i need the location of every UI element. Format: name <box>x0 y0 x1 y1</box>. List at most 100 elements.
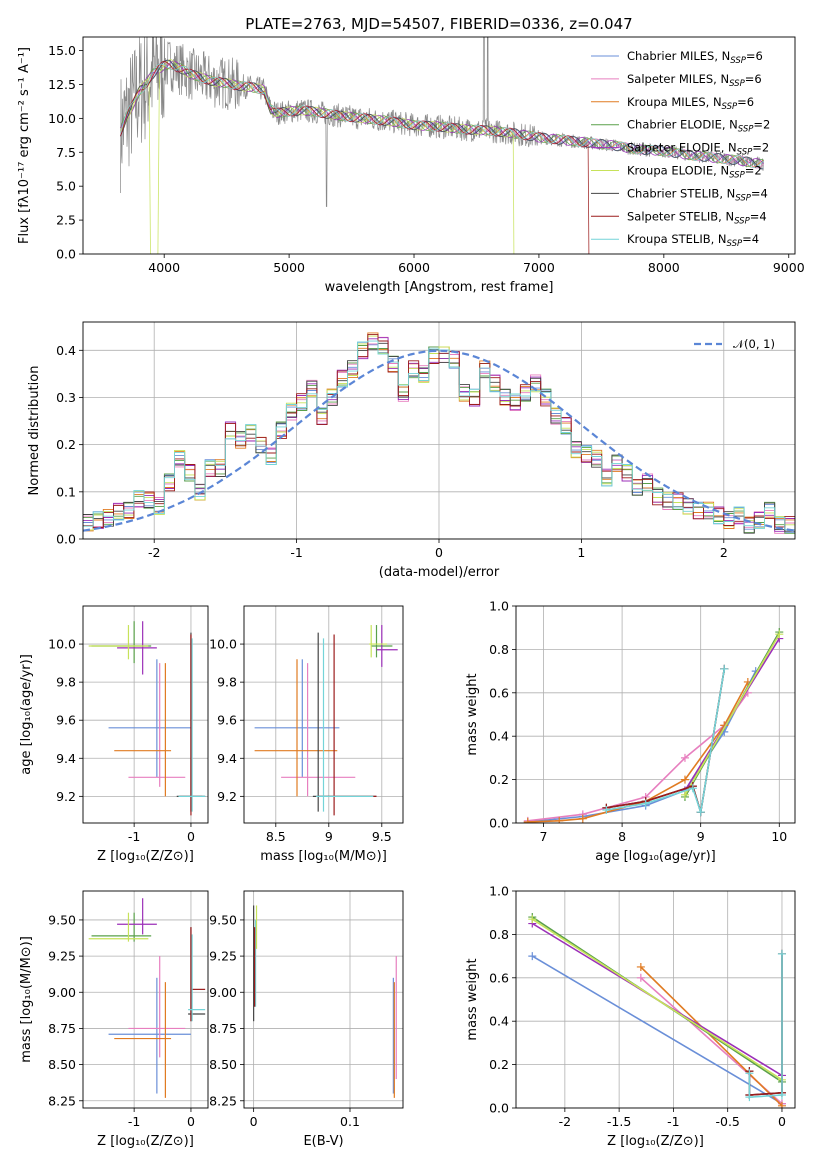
y-tick-label: 9.8 <box>217 675 237 690</box>
legend-text: Salpeter STELIB, N <box>627 209 734 223</box>
x-axis-label: age [log₁₀(age/yr)] <box>595 849 716 864</box>
data-point <box>636 962 645 971</box>
x-tick-label: 0 <box>187 1114 195 1129</box>
mass-weight-line <box>527 681 749 823</box>
panel-5: 7 8 9 10 0.0 0.2 0.4 0.6 0.8 1.0 age [log₁₀(age/yr… <box>465 599 796 864</box>
legend-text: Salpeter MILES, N <box>627 72 729 86</box>
legend-tail: =6 <box>745 72 762 86</box>
data-point <box>528 915 537 924</box>
y-tick-label: 9.00 <box>209 985 237 1000</box>
data-point <box>777 1090 786 1099</box>
x-tick-label: 9 <box>697 829 705 844</box>
y-tick-label: 2.5 <box>56 213 76 228</box>
x-tick-label: 5000 <box>273 260 305 275</box>
y-tick-label: 0.0 <box>56 247 76 262</box>
legend-entry: Kroupa STELIB, NSSP=4 <box>627 232 759 249</box>
model-spectrum-line <box>120 60 590 254</box>
y-tick-label: 9.50 <box>48 912 76 927</box>
mass-weight-line <box>748 953 783 1096</box>
data-point <box>696 808 705 817</box>
x-tick-label: -2 <box>559 1114 571 1129</box>
y-axis-label: age [log₁₀(age/yr)] <box>19 654 34 775</box>
x-tick-label: 0 <box>435 545 443 560</box>
y-tick-label: 9.8 <box>56 675 76 690</box>
model-spectrum-line <box>120 59 515 254</box>
panel-1: 4000 5000 6000 7000 8000 9000 0.0 2.5 5.0 7.5 10.0… <box>17 15 805 295</box>
x-tick-label: -1 <box>290 545 302 560</box>
y-tick-label: 0.4 <box>56 343 76 358</box>
y-tick-label: 0.4 <box>489 1014 509 1029</box>
data-point <box>680 790 689 799</box>
plot-area <box>516 606 795 823</box>
y-tick-label: 0.6 <box>489 685 509 700</box>
y-tick-label: 0.0 <box>489 816 509 831</box>
plot-area <box>244 891 403 1108</box>
legend-entry: Chabrier MILES, NSSP=6 <box>627 49 763 66</box>
model-spectrum-line <box>120 60 764 167</box>
residual-histogram <box>83 340 795 531</box>
legend-tail: =4 <box>751 186 768 200</box>
x-tick-label: 6000 <box>398 260 430 275</box>
panel-4: 8.5 9 9.5 9.2 9.4 9.6 9.8 10.0 mass [log₁₀(M/M⊙)… <box>209 605 404 864</box>
x-tick-label: -1.5 <box>607 1114 631 1129</box>
x-tick-label: 10 <box>771 829 787 844</box>
legend-sub: SSP <box>735 193 751 203</box>
x-tick-label: 2 <box>720 545 728 560</box>
legend-sub: SSP <box>722 102 738 112</box>
legend-text: Chabrier STELIB, N <box>627 186 735 200</box>
mass-weight-line <box>748 953 783 1099</box>
x-tick-label: -1 <box>128 1114 140 1129</box>
x-axis-label: mass [log₁₀(M/M⊙)] <box>260 849 387 864</box>
y-tick-label: 0.6 <box>489 970 509 985</box>
x-axis-label: (data-model)/error <box>379 565 500 580</box>
legend-sub: SSP <box>730 56 746 66</box>
legend-entry: Salpeter ELODIE, NSSP=2 <box>627 141 769 158</box>
legend-text: Kroupa MILES, N <box>627 95 722 109</box>
mass-weight-line <box>531 918 783 1081</box>
x-tick-label: -2 <box>148 545 160 560</box>
x-axis-label: wavelength [Angstrom, rest frame] <box>325 280 554 295</box>
x-tick-label: 8 <box>618 829 626 844</box>
y-tick-label: 9.2 <box>217 789 237 804</box>
x-tick-label: 0.1 <box>340 1114 360 1129</box>
x-tick-label: 7000 <box>523 260 555 275</box>
mass-weight-line <box>640 966 783 1107</box>
x-tick-label: -0.5 <box>715 1114 739 1129</box>
y-tick-label: 7.5 <box>56 145 76 160</box>
y-tick-label: 8.25 <box>209 1093 237 1108</box>
x-tick-label: 4000 <box>148 260 180 275</box>
y-tick-label: 10.0 <box>209 637 237 652</box>
y-tick-label: 15.0 <box>48 43 76 58</box>
y-tick-label: 0.2 <box>489 1057 509 1072</box>
panel-8: -2 -1.5 -1 -0.5 0 0.0 0.2 0.4 0.6 0.8 1.0 Z [log₁₀(… <box>465 884 796 1149</box>
mass-weight-line <box>748 953 783 1096</box>
legend-tail: =4 <box>742 232 759 246</box>
plot-area <box>83 606 208 823</box>
data-point <box>528 952 537 961</box>
model-spectrum-line <box>120 62 764 167</box>
y-tick-label: 9.4 <box>56 751 76 766</box>
data-point <box>680 753 689 762</box>
x-tick-label: -1 <box>128 829 140 844</box>
legend-sub: SSP <box>738 125 754 135</box>
x-tick-label: 7 <box>540 829 548 844</box>
y-tick-label: 9.2 <box>56 789 76 804</box>
plot-area <box>516 891 795 1108</box>
y-tick-label: 8.75 <box>209 1021 237 1036</box>
axes-frame <box>82 36 796 255</box>
x-tick-label: 9 <box>325 829 333 844</box>
legend-text: Kroupa ELODIE, N <box>627 164 729 178</box>
legend-tail: =2 <box>752 141 769 155</box>
x-tick-label: 9.5 <box>372 829 392 844</box>
y-tick-label: 9.50 <box>209 912 237 927</box>
y-tick-label: 9.25 <box>209 949 237 964</box>
data-point <box>641 799 650 808</box>
mass-weight-line <box>684 633 780 796</box>
y-tick-label: 8.50 <box>48 1057 76 1072</box>
y-tick-label: 0.2 <box>56 437 76 452</box>
x-axis-label: E(B-V) <box>303 1134 343 1149</box>
mass-weight-line <box>527 692 749 822</box>
legend-entry: Kroupa MILES, NSSP=6 <box>627 95 754 112</box>
y-tick-label: 1.0 <box>489 884 509 899</box>
